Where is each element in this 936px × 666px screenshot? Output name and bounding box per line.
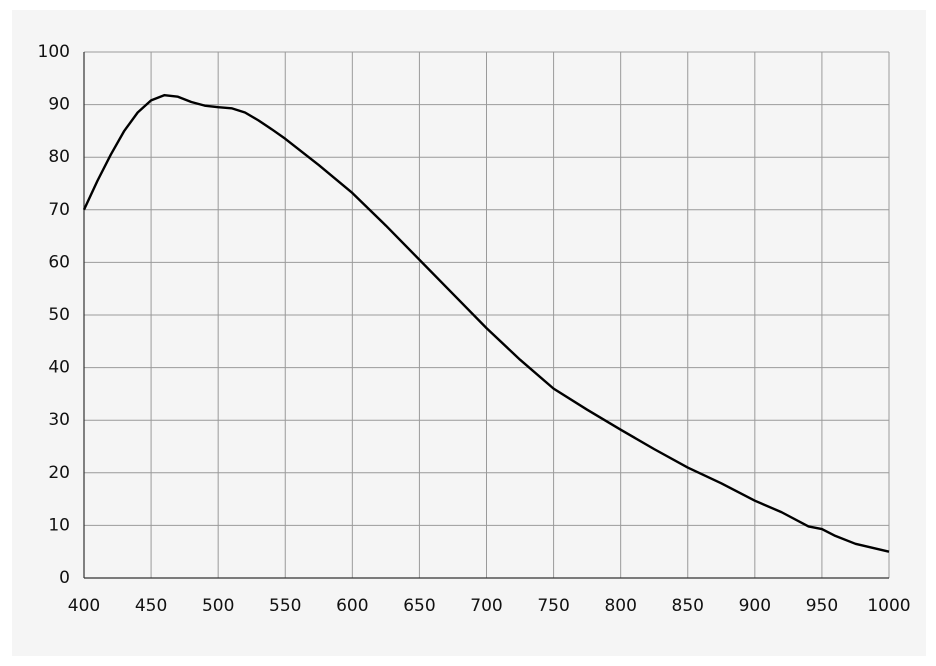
y-tick-label: 30 — [48, 410, 70, 430]
y-tick-label: 90 — [48, 95, 70, 115]
y-tick-label: 70 — [48, 200, 70, 220]
x-tick-label: 550 — [269, 596, 301, 616]
x-tick-label: 800 — [604, 596, 636, 616]
x-tick-label: 700 — [470, 596, 502, 616]
x-tick-label: 650 — [403, 596, 435, 616]
data-line — [82, 93, 890, 553]
x-tick-label: 500 — [202, 596, 234, 616]
y-tick-label: 60 — [48, 252, 70, 272]
x-tick-label: 450 — [135, 596, 167, 616]
x-tick-label: 850 — [672, 596, 704, 616]
x-tick-label: 950 — [806, 596, 838, 616]
x-tick-label: 600 — [336, 596, 368, 616]
y-tick-label: 10 — [48, 515, 70, 535]
y-tick-label: 20 — [48, 463, 70, 483]
y-tick-label: 80 — [48, 147, 70, 167]
y-tick-label: 100 — [38, 42, 70, 62]
x-tick-label: 400 — [68, 596, 100, 616]
y-tick-label: 0 — [59, 568, 70, 588]
y-tick-label: 40 — [48, 358, 70, 378]
x-tick-label: 750 — [537, 596, 569, 616]
x-tick-label: 900 — [739, 596, 771, 616]
y-tick-label: 50 — [48, 305, 70, 325]
x-tick-label: 1000 — [867, 596, 910, 616]
chart-panel — [12, 10, 926, 656]
